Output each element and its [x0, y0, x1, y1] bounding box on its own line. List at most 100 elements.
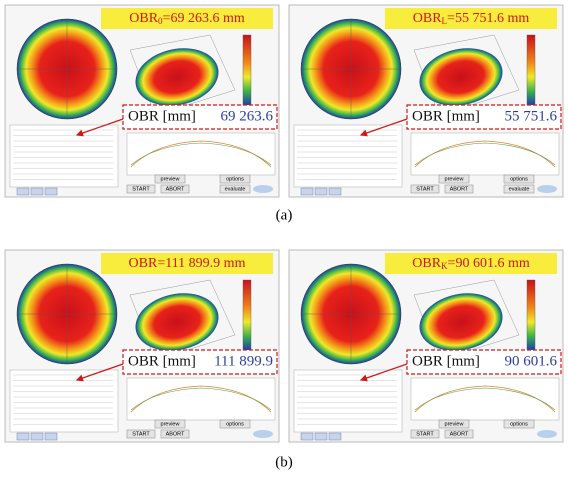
- profile-chart: [126, 377, 276, 421]
- profile-chart: [126, 132, 276, 176]
- profile-curve: [130, 387, 272, 411]
- button-label: options: [510, 176, 528, 182]
- colorbar: [242, 279, 252, 351]
- info-table: [9, 124, 119, 188]
- obr-box: [406, 104, 562, 130]
- icon: [44, 432, 58, 441]
- obr-box: [122, 104, 278, 130]
- button: [503, 174, 535, 184]
- lens-icon: [537, 185, 557, 193]
- obr-value: 55 751.6: [505, 108, 558, 124]
- icon: [328, 187, 342, 196]
- profile-chart: [410, 132, 560, 176]
- title-text: =111 899.9 mm: [157, 256, 245, 271]
- icon: [328, 432, 342, 441]
- profile-curve: [414, 387, 556, 411]
- profile-chart: [410, 377, 560, 421]
- icon: [300, 432, 314, 441]
- button: [219, 419, 251, 429]
- obr-value: 111 899.9: [214, 353, 273, 369]
- lens-icon: [537, 430, 557, 438]
- button-label: evaluate: [225, 186, 246, 192]
- button-label: preview: [445, 176, 464, 182]
- obr-value: 90 601.6: [505, 353, 558, 369]
- screenshot: OBR=111 899.9 mm OBR [mm] 111 899.9 preview…: [4, 249, 280, 443]
- surface-3d: [135, 48, 219, 106]
- icon: [300, 187, 314, 196]
- title-banner: [385, 253, 557, 274]
- title-text: OBR: [412, 256, 441, 271]
- icon: [30, 187, 44, 196]
- button: [160, 429, 190, 439]
- title-text: OBR: [129, 256, 158, 271]
- surface-3d: [419, 293, 503, 351]
- button-label: preview: [161, 176, 180, 182]
- colorbar: [526, 34, 536, 106]
- title-text: OBR: [413, 11, 442, 26]
- button-label: options: [226, 421, 244, 427]
- button-label: preview: [445, 421, 464, 427]
- title-text: =55 751.6 mm: [447, 11, 529, 26]
- obr-box: [122, 349, 278, 375]
- obr-value: 69 263.6: [221, 108, 274, 124]
- lens-icon: [253, 185, 273, 193]
- title-text: =69 263.6 mm: [163, 11, 245, 26]
- button-label: START: [416, 186, 434, 192]
- button: [219, 184, 251, 194]
- button: [219, 174, 251, 184]
- button: [438, 419, 470, 429]
- button: [160, 184, 190, 194]
- lens-icon: [253, 430, 273, 438]
- button-label: ABORT: [166, 186, 185, 192]
- icon: [314, 187, 328, 196]
- colorbar: [526, 279, 536, 351]
- title: OBRL=55 751.6 mm: [413, 11, 530, 26]
- arrow: [359, 118, 408, 137]
- button: [503, 184, 535, 194]
- icon: [44, 187, 58, 196]
- obr-box: [406, 349, 562, 375]
- icon: [30, 432, 44, 441]
- obr-label: OBR [mm]: [412, 108, 480, 124]
- profile-curve: [130, 142, 272, 166]
- title: OBRK=90 601.6 mm: [412, 256, 530, 271]
- title-subscript: L: [442, 16, 448, 26]
- button: [126, 429, 156, 439]
- button: [410, 429, 440, 439]
- info-table: [9, 369, 119, 433]
- title-subscript: 0: [158, 16, 163, 26]
- info-table: [293, 369, 403, 433]
- icon: [314, 432, 328, 441]
- button: [444, 429, 474, 439]
- button-label: options: [226, 176, 244, 182]
- obr-label: OBR [mm]: [128, 353, 196, 369]
- obr-label: OBR [mm]: [412, 353, 480, 369]
- screenshot: OBRL=55 751.6 mm OBR [mm] 55 751.6 preview o…: [288, 4, 564, 198]
- caption: (b): [275, 454, 293, 470]
- button: [154, 174, 186, 184]
- button: [503, 419, 535, 429]
- surface-3d: [135, 293, 219, 351]
- arrow: [359, 363, 408, 382]
- title-subscript: K: [441, 261, 448, 271]
- button-label: START: [132, 186, 150, 192]
- button-label: ABORT: [450, 431, 469, 437]
- screenshot: OBR0=69 263.6 mm OBR [mm] 69 263.6 preview o…: [4, 4, 280, 198]
- icon: [16, 187, 30, 196]
- button: [444, 184, 474, 194]
- profile-curve: [414, 142, 556, 166]
- screenshot: OBRK=90 601.6 mm OBR [mm] 90 601.6 preview o…: [288, 249, 564, 443]
- button-label: ABORT: [450, 186, 469, 192]
- button-label: ABORT: [166, 431, 185, 437]
- surface-3d: [419, 48, 503, 106]
- button-label: evaluate: [509, 186, 530, 192]
- button-label: START: [132, 431, 150, 437]
- button-label: preview: [161, 421, 180, 427]
- button: [410, 184, 440, 194]
- arrow: [75, 118, 124, 137]
- button-label: options: [510, 421, 528, 427]
- title-text: =90 601.6 mm: [448, 256, 530, 271]
- button: [126, 184, 156, 194]
- button: [154, 419, 186, 429]
- arrow: [75, 363, 124, 382]
